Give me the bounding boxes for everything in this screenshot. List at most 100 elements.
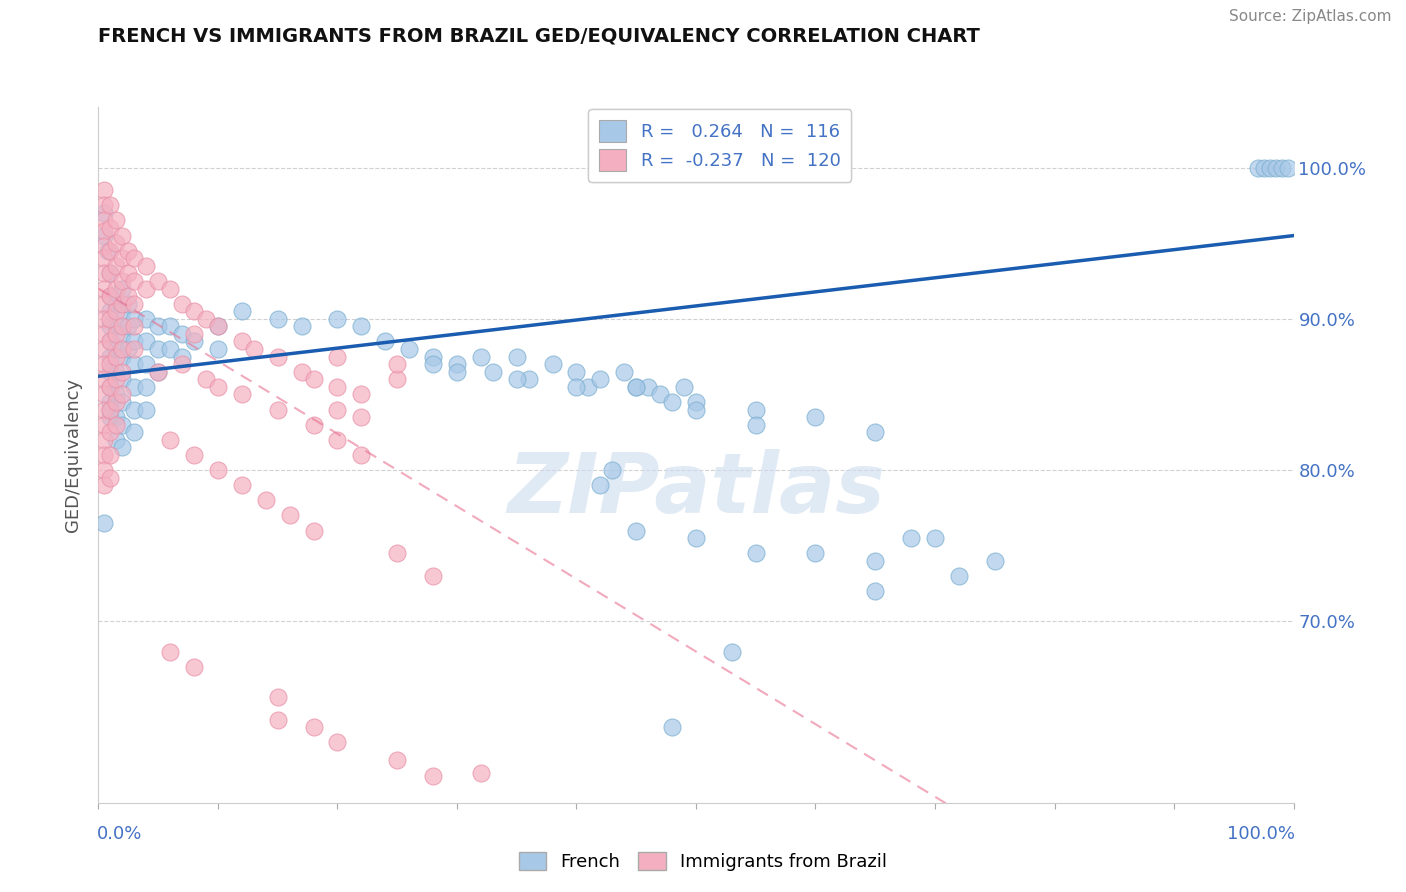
Point: [385, 546, 409, 560]
Point: [517, 372, 540, 386]
Point: [589, 478, 612, 492]
Point: [111, 326, 134, 341]
Point: [172, 357, 194, 371]
Point: [589, 372, 612, 386]
Point: [302, 417, 325, 432]
Point: [98, 267, 122, 281]
Point: [278, 508, 301, 523]
Point: [1264, 161, 1286, 175]
Point: [93, 516, 115, 530]
Point: [135, 311, 157, 326]
Point: [93, 342, 115, 356]
Point: [422, 350, 444, 364]
Point: [422, 357, 444, 371]
Point: [207, 380, 229, 394]
Point: [93, 463, 115, 477]
Point: [984, 554, 1007, 568]
Point: [350, 410, 373, 425]
Point: [135, 402, 157, 417]
Point: [183, 334, 205, 349]
Point: [117, 296, 139, 310]
Point: [98, 402, 122, 417]
Point: [105, 372, 128, 386]
Point: [98, 410, 122, 425]
Point: [159, 644, 181, 658]
Point: [148, 342, 170, 356]
Point: [924, 531, 946, 545]
Point: [422, 768, 444, 782]
Point: [98, 334, 122, 349]
Point: [105, 304, 128, 318]
Point: [117, 342, 139, 356]
Text: Source: ZipAtlas.com: Source: ZipAtlas.com: [1229, 9, 1392, 24]
Point: [105, 236, 128, 251]
Point: [93, 206, 115, 220]
Legend: R =   0.264   N =  116, R =  -0.237   N =  120: R = 0.264 N = 116, R = -0.237 N = 120: [588, 109, 852, 182]
Point: [350, 448, 373, 462]
Point: [105, 281, 128, 295]
Point: [111, 228, 134, 243]
Point: [98, 311, 122, 326]
Point: [385, 754, 409, 768]
Point: [446, 357, 468, 371]
Point: [231, 478, 253, 492]
Point: [948, 569, 970, 583]
Point: [326, 380, 349, 394]
Point: [98, 470, 122, 484]
Point: [863, 584, 887, 599]
Point: [481, 365, 505, 379]
Point: [661, 720, 683, 734]
Point: [124, 296, 146, 310]
Point: [745, 402, 768, 417]
Point: [183, 448, 205, 462]
Point: [98, 365, 122, 379]
Point: [93, 296, 115, 310]
Point: [637, 380, 659, 394]
Legend: French, Immigrants from Brazil: French, Immigrants from Brazil: [512, 845, 894, 879]
Point: [267, 690, 290, 704]
Point: [267, 350, 290, 364]
Point: [159, 281, 181, 295]
Point: [267, 311, 290, 326]
Point: [326, 433, 349, 447]
Point: [111, 281, 134, 295]
Point: [98, 198, 122, 212]
Point: [98, 380, 122, 394]
Point: [98, 267, 122, 281]
Point: [111, 304, 134, 318]
Point: [93, 357, 115, 371]
Point: [1258, 161, 1281, 175]
Point: [613, 365, 636, 379]
Point: [900, 531, 922, 545]
Point: [172, 326, 194, 341]
Point: [105, 433, 128, 447]
Point: [148, 319, 170, 334]
Point: [135, 357, 157, 371]
Point: [159, 342, 181, 356]
Point: [111, 274, 134, 288]
Point: [98, 304, 122, 318]
Point: [326, 350, 349, 364]
Point: [93, 213, 115, 227]
Point: [385, 357, 409, 371]
Point: [117, 289, 139, 303]
Point: [97, 244, 120, 258]
Point: [135, 334, 157, 349]
Point: [93, 252, 115, 266]
Point: [111, 395, 134, 409]
Point: [863, 554, 887, 568]
Point: [105, 259, 128, 273]
Point: [673, 380, 696, 394]
Point: [470, 765, 492, 780]
Point: [93, 417, 115, 432]
Point: [117, 319, 139, 334]
Point: [159, 433, 181, 447]
Point: [111, 350, 134, 364]
Point: [98, 319, 122, 334]
Text: 0.0%: 0.0%: [97, 825, 142, 844]
Point: [576, 380, 599, 394]
Point: [111, 319, 134, 334]
Point: [172, 350, 194, 364]
Point: [111, 252, 134, 266]
Point: [98, 380, 122, 394]
